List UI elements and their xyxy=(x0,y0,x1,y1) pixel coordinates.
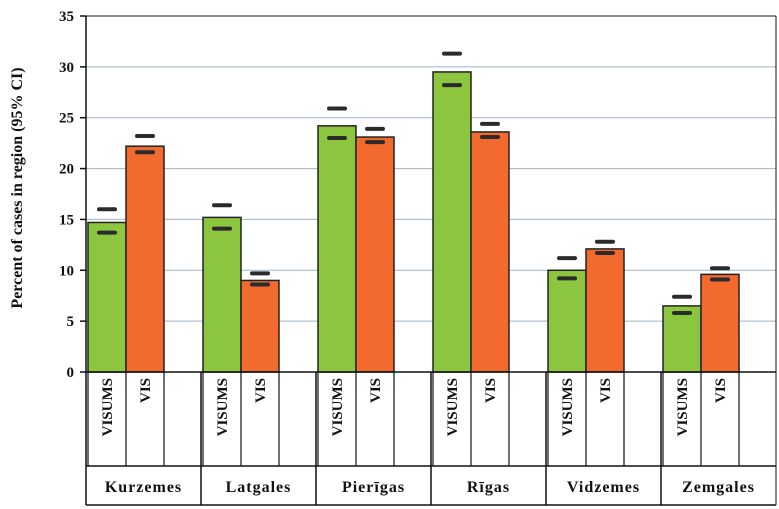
x-group-label: Kurzemes xyxy=(105,479,182,496)
bar-vis-rīgas xyxy=(470,131,510,373)
bar-visums-vidzemes xyxy=(547,269,587,373)
bar-visums-pierīgas xyxy=(317,125,357,373)
x-subcategory-label: VIS xyxy=(368,378,384,403)
y-tick-label: 30 xyxy=(59,60,74,76)
x-subcategory-label: VISUMS xyxy=(100,378,116,436)
bar-visums-latgales xyxy=(202,216,242,373)
bar-vis-zemgales xyxy=(700,273,740,373)
bar-vis-pierīgas xyxy=(355,136,395,373)
x-subcategory-label: VISUMS xyxy=(560,378,576,436)
y-tick-label: 25 xyxy=(59,111,74,127)
y-tick-label: 15 xyxy=(59,212,74,228)
axes xyxy=(80,15,777,506)
y-axis-label: Percent of cases in region (95% CI) xyxy=(9,67,26,308)
x-subcategory-label: VIS xyxy=(598,378,614,403)
x-group-label: Rīgas xyxy=(467,479,510,496)
gridlines xyxy=(86,66,776,322)
x-subcategory-label: VISUMS xyxy=(215,378,231,436)
x-group-label: Zemgales xyxy=(682,479,755,496)
x-subcategory-label: VIS xyxy=(483,378,499,403)
x-category-labels: VISUMS VIS Kurzemes VISUMS VIS Latgales VISUMS… xyxy=(100,378,755,496)
x-subcategory-label: VIS xyxy=(713,378,729,403)
bar-visums-kurzemes xyxy=(87,221,127,373)
bars xyxy=(87,71,740,373)
confidence-intervals xyxy=(97,51,730,316)
y-tick-label: 5 xyxy=(67,314,75,330)
y-tick-label: 35 xyxy=(59,9,74,25)
x-group-label: Pierīgas xyxy=(342,479,405,496)
bar-vis-kurzemes xyxy=(125,145,165,373)
x-subcategory-label: VISUMS xyxy=(445,378,461,436)
bar-visums-zemgales xyxy=(662,305,702,373)
y-tick-label: 10 xyxy=(59,263,74,279)
x-group-label: Vidzemes xyxy=(567,479,640,496)
y-tick-label: 0 xyxy=(67,365,75,381)
y-tick-label: 20 xyxy=(59,162,74,178)
x-subcategory-label: VIS xyxy=(253,378,269,403)
y-tick-labels: 0 5 10 15 20 25 30 35 xyxy=(59,9,74,381)
x-subcategory-label: VISUMS xyxy=(675,378,691,436)
bar-visums-rīgas xyxy=(432,71,472,373)
bar-vis-latgales xyxy=(240,279,280,373)
x-group-label: Latgales xyxy=(226,479,292,496)
x-subcategory-label: VIS xyxy=(138,378,154,403)
bar-vis-vidzemes xyxy=(585,248,625,373)
x-subcategory-label: VISUMS xyxy=(330,378,346,436)
